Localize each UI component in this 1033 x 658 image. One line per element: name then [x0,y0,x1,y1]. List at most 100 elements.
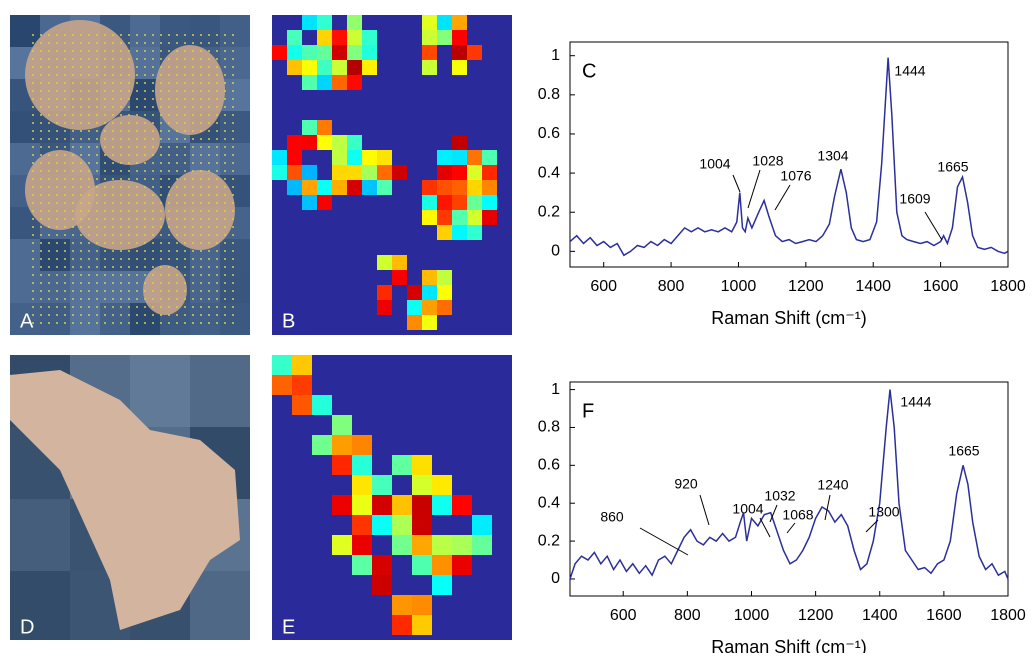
scan-point [144,154,146,156]
scan-point [104,266,106,268]
scan-point [32,202,34,204]
scan-point [176,266,178,268]
scan-point [200,138,202,140]
scan-point [136,106,138,108]
scan-point [104,42,106,44]
pixel [482,165,497,180]
pixel [412,455,432,475]
scan-point [232,250,234,252]
x-tick-label: 1000 [721,278,757,295]
scan-point [200,234,202,236]
scan-point [64,274,66,276]
scan-point [72,250,74,252]
peak-label: 1004 [699,156,730,172]
scan-point [184,178,186,180]
scan-point [120,122,122,124]
pixel [272,355,292,375]
tile [220,239,250,271]
scan-point [160,194,162,196]
pixel [302,75,317,90]
scan-point [80,162,82,164]
scan-point [160,266,162,268]
scan-point [32,242,34,244]
scan-point [144,42,146,44]
tile [100,303,130,335]
pixel [287,30,302,45]
scan-point [72,154,74,156]
scan-point [144,58,146,60]
scan-point [112,194,114,196]
scan-point [200,218,202,220]
scan-point [176,186,178,188]
scan-point [120,178,122,180]
scan-point [184,66,186,68]
pixel [377,165,392,180]
scan-point [80,90,82,92]
scan-point [224,186,226,188]
scan-point [56,122,58,124]
spectrum-line [569,57,1009,257]
pixel [332,150,347,165]
scan-point [208,234,210,236]
scan-point [72,218,74,220]
scan-point [64,202,66,204]
scan-point [152,242,154,244]
scan-point [120,114,122,116]
scan-point [176,114,178,116]
scan-point [72,170,74,172]
scan-point [64,234,66,236]
scan-point [128,242,130,244]
scan-point [144,250,146,252]
scan-point [32,250,34,252]
scan-point [192,314,194,316]
leader-line [824,494,831,521]
scan-point [208,138,210,140]
y-tick-label: 1 [551,381,560,398]
scan-point [232,298,234,300]
scan-point [136,258,138,260]
scan-point [232,114,234,116]
scan-point [80,50,82,52]
pixel [317,30,332,45]
scan-point [104,242,106,244]
scan-point [216,242,218,244]
scan-point [144,170,146,172]
scan-point [208,74,210,76]
scan-point [176,82,178,84]
scan-point [160,138,162,140]
scan-point [168,146,170,148]
scan-point [160,50,162,52]
scan-point [224,130,226,132]
pixel [347,135,362,150]
scan-point [96,178,98,180]
scan-point [160,74,162,76]
pixel [362,45,377,60]
scan-point [136,218,138,220]
scan-point [112,114,114,116]
scan-point [152,298,154,300]
scan-point [216,226,218,228]
scan-point [96,170,98,172]
leader-line [786,522,796,534]
scan-point [112,146,114,148]
panel-label: A [20,310,34,332]
scan-point [88,258,90,260]
scan-point [32,130,34,132]
scan-point [168,250,170,252]
tile [70,239,100,271]
scan-point [200,314,202,316]
scan-point [144,98,146,100]
scan-point [120,154,122,156]
pixel [332,535,352,555]
scan-point [224,218,226,220]
x-tick-label: 800 [674,607,701,624]
scan-point [184,82,186,84]
pixel [362,30,377,45]
scan-point [120,306,122,308]
peak-label: 1076 [780,168,811,184]
scan-point [184,34,186,36]
scan-point [80,314,82,316]
scan-point [128,234,130,236]
scan-point [112,250,114,252]
